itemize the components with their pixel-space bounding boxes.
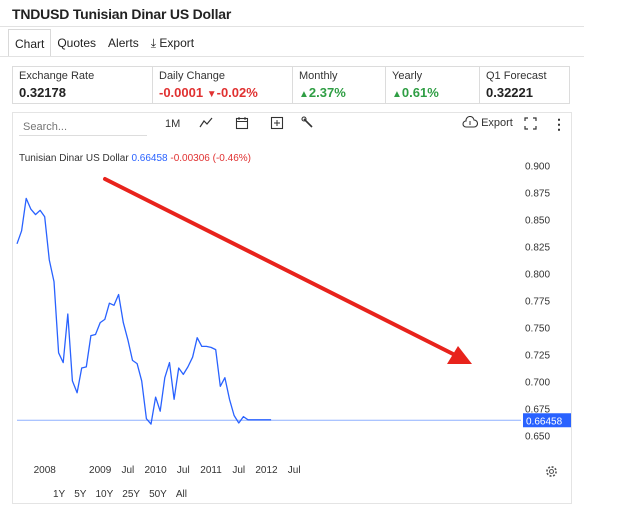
daily-change-pct: -0.02% xyxy=(216,85,258,100)
more-vertical-icon[interactable]: ⋮ xyxy=(552,116,566,132)
legend-last-value: 0.66458 xyxy=(131,153,168,164)
quote-exchange-rate: Exchange Rate 0.32178 xyxy=(13,67,153,103)
interval-button[interactable]: 1M xyxy=(165,118,181,130)
x-tick-label: 2012 xyxy=(255,465,278,476)
quote-value: ▲0.61% xyxy=(392,85,473,100)
y-tick-label: 0.775 xyxy=(525,297,550,308)
download-icon: ⤓ xyxy=(150,36,157,50)
last-value-badge xyxy=(523,413,571,428)
quote-value: -0.0001 ▼-0.02% xyxy=(159,85,286,100)
quote-daily-change: Daily Change -0.0001 ▼-0.02% xyxy=(153,67,293,103)
tab-bar: Chart Quotes Alerts ⤓ Export xyxy=(8,29,200,57)
chart-panel: 0.900 0.875 0.850 0.825 0.800 0.775 0.750 0.725… xyxy=(12,112,572,504)
monthly-value: 2.37% xyxy=(308,85,346,100)
cloud-icon xyxy=(462,115,479,128)
x-tick-label: 2010 xyxy=(144,465,167,476)
trend-arrow-head xyxy=(447,346,472,364)
yearly-value: 0.61% xyxy=(401,85,439,100)
export-button[interactable]: Export xyxy=(462,115,513,129)
down-triangle-icon: ▼ xyxy=(206,89,217,100)
quote-label: Exchange Rate xyxy=(19,70,95,82)
wrench-icon[interactable] xyxy=(301,116,315,133)
range-1y[interactable]: 1Y xyxy=(53,489,66,500)
up-triangle-icon: ▲ xyxy=(299,89,309,100)
chart-toolbar: 1M Export ⋮ xyxy=(13,113,571,139)
chart-line-icon[interactable] xyxy=(199,116,213,133)
x-tick-label: 2011 xyxy=(200,465,222,476)
tabs-divider xyxy=(0,56,584,57)
title-divider xyxy=(0,26,584,27)
range-5y[interactable]: 5Y xyxy=(74,489,87,500)
up-triangle-icon: ▲ xyxy=(392,89,402,100)
tab-export[interactable]: ⤓ Export xyxy=(145,29,200,57)
daily-change-value: -0.0001 xyxy=(159,85,204,100)
x-tick-label: Jul xyxy=(288,465,301,476)
quote-value: ▲2.37% xyxy=(299,85,379,100)
y-tick-label: 0.900 xyxy=(525,162,550,173)
quote-forecast: Q1 Forecast 0.32221 xyxy=(480,67,569,103)
calendar-icon[interactable] xyxy=(235,116,249,133)
quote-label: Daily Change xyxy=(159,70,226,82)
y-tick-label: 0.875 xyxy=(525,189,550,200)
y-tick-label: 0.825 xyxy=(525,243,550,254)
quote-label: Monthly xyxy=(299,70,338,82)
quote-strip: Exchange Rate 0.32178 Daily Change -0.00… xyxy=(12,66,570,104)
y-tick-label: 0.700 xyxy=(525,378,550,389)
x-tick-label: Jul xyxy=(121,465,134,476)
gear-icon[interactable] xyxy=(545,465,558,481)
legend-series-name: Tunisian Dinar US Dollar xyxy=(19,153,129,164)
range-10y[interactable]: 10Y xyxy=(95,489,114,500)
last-value-label: 0.66458 xyxy=(526,416,563,427)
tab-alerts[interactable]: Alerts xyxy=(108,36,139,50)
quote-label: Yearly xyxy=(392,70,423,82)
y-tick-label: 0.800 xyxy=(525,270,550,281)
price-chart[interactable]: 0.900 0.875 0.850 0.825 0.800 0.775 0.750 0.725… xyxy=(13,113,571,503)
quote-yearly: Yearly ▲0.61% xyxy=(386,67,480,103)
chart-legend: Tunisian Dinar US Dollar 0.66458 -0.0030… xyxy=(19,153,251,164)
quote-value: 0.32221 xyxy=(486,85,533,100)
x-tick-label: Jul xyxy=(232,465,245,476)
search-input[interactable] xyxy=(19,118,147,136)
y-tick-label: 0.750 xyxy=(525,324,550,335)
range-all[interactable]: All xyxy=(175,489,187,500)
legend-change: -0.00306 (-0.46%) xyxy=(170,153,251,164)
range-25y[interactable]: 25Y xyxy=(122,489,141,500)
tab-quotes[interactable]: Quotes xyxy=(57,36,97,50)
y-tick-label: 0.675 xyxy=(525,405,550,416)
range-selector: 1Y 5Y 10Y 25Y 50Y All xyxy=(53,489,187,500)
y-tick-label: 0.650 xyxy=(525,432,550,443)
page-title: TNDUSD Tunisian Dinar US Dollar xyxy=(12,6,232,22)
tab-chart[interactable]: Chart xyxy=(8,29,52,57)
y-tick-label: 0.850 xyxy=(525,216,550,227)
quote-label: Q1 Forecast xyxy=(486,70,547,82)
x-tick-label: Jul xyxy=(177,465,190,476)
quote-monthly: Monthly ▲2.37% xyxy=(293,67,386,103)
expand-icon[interactable] xyxy=(524,117,537,133)
x-tick-label: 2009 xyxy=(89,465,112,476)
range-50y[interactable]: 50Y xyxy=(149,489,167,500)
quote-value: 0.32178 xyxy=(19,85,66,100)
tab-export-label: Export xyxy=(159,36,195,50)
trend-arrow-shaft xyxy=(103,177,461,359)
x-tick-label: 2008 xyxy=(34,465,57,476)
export-label: Export xyxy=(481,117,513,129)
plus-square-icon[interactable] xyxy=(270,116,284,133)
y-tick-label: 0.725 xyxy=(525,351,550,362)
series-line xyxy=(16,197,272,425)
